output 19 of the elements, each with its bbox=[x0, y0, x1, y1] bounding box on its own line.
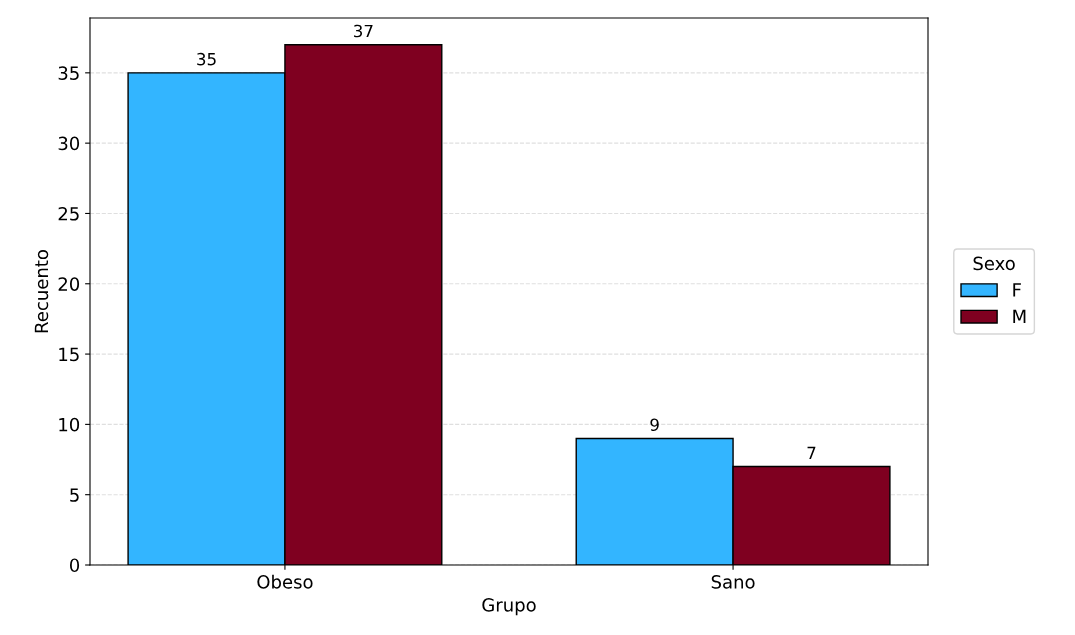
data-label: 35 bbox=[197, 52, 216, 66]
x-tick-label: Sano bbox=[711, 575, 755, 589]
x-tick-label: Obeso bbox=[257, 574, 313, 589]
legend-label: M bbox=[1013, 309, 1026, 323]
y-axis-title: Recuento bbox=[34, 250, 49, 333]
y-tick-label: 10 bbox=[59, 417, 80, 432]
data-label: 9 bbox=[650, 418, 659, 432]
legend-title: Sexo bbox=[973, 256, 1015, 271]
y-tick-label: 25 bbox=[58, 206, 79, 221]
y-tick-label: 35 bbox=[58, 66, 79, 80]
data-label: 7 bbox=[807, 446, 816, 459]
x-axis-title: Grupo bbox=[482, 598, 536, 616]
y-tick-label: 30 bbox=[58, 136, 80, 151]
legend-label: F bbox=[1013, 283, 1021, 297]
y-tick-label: 15 bbox=[59, 347, 79, 362]
y-tick-label: 0 bbox=[69, 558, 80, 573]
y-tick-label: 20 bbox=[58, 277, 80, 291]
data-label: 37 bbox=[354, 24, 373, 38]
y-tick-label: 5 bbox=[70, 488, 79, 502]
